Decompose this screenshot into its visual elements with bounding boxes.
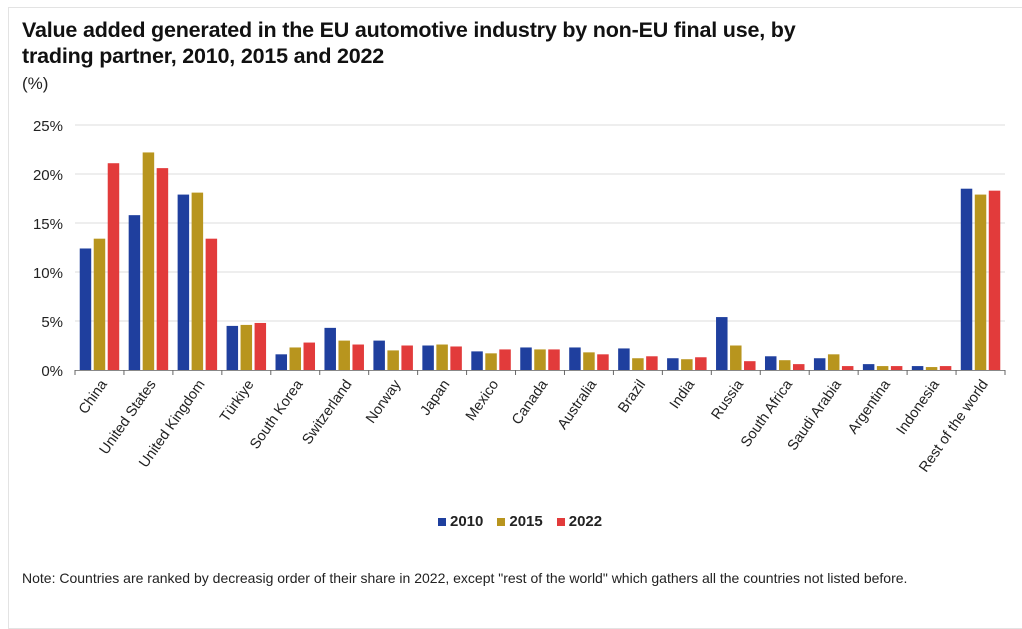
y-tick-label: 20% bbox=[33, 167, 63, 184]
x-tick-label: Mexico bbox=[463, 377, 502, 424]
bar-2022 bbox=[107, 163, 120, 370]
bar-2010 bbox=[960, 188, 973, 370]
bar-2010 bbox=[569, 347, 581, 370]
x-tick-label: Switzerland bbox=[299, 377, 355, 448]
bar-2010 bbox=[79, 248, 92, 370]
legend-swatch-2022 bbox=[556, 517, 565, 526]
bar-2015 bbox=[778, 360, 791, 370]
bar-2015 bbox=[925, 367, 938, 370]
bar-2015 bbox=[289, 347, 302, 370]
legend-swatch-2010 bbox=[438, 517, 446, 526]
bar-2010 bbox=[422, 345, 434, 370]
bar-2015 bbox=[876, 366, 889, 370]
legend-item-2010: 2010 bbox=[438, 513, 483, 530]
x-tick-label: Brazil bbox=[615, 377, 649, 416]
bar-2015 bbox=[632, 358, 644, 370]
x-tick-label: India bbox=[667, 376, 699, 412]
bar-2010 bbox=[862, 364, 875, 370]
bar-2010 bbox=[128, 215, 141, 370]
bar-2015 bbox=[974, 194, 987, 370]
x-tick-label: Türkiye bbox=[217, 377, 257, 425]
bar-2015 bbox=[485, 353, 497, 370]
bar-2022 bbox=[744, 361, 756, 370]
bar-2022 bbox=[401, 345, 413, 370]
bar-2022 bbox=[939, 366, 952, 370]
bar-2022 bbox=[254, 322, 267, 370]
bar-2022 bbox=[352, 344, 364, 370]
bar-2015 bbox=[583, 352, 595, 370]
footnote: Note: Countries are ranked by decreasig … bbox=[22, 570, 908, 586]
bar-2022 bbox=[792, 364, 805, 370]
bar-2010 bbox=[716, 317, 728, 370]
bar-2022 bbox=[695, 357, 707, 370]
legend-label-2015: 2015 bbox=[509, 513, 543, 530]
y-tick-label: 15% bbox=[33, 216, 63, 233]
bar-2015 bbox=[436, 344, 448, 370]
bar-2010 bbox=[911, 366, 924, 370]
bar-2010 bbox=[373, 340, 385, 370]
unit-label: (%) bbox=[22, 74, 49, 93]
bar-2022 bbox=[646, 356, 658, 370]
x-tick-label: Indonesia bbox=[894, 376, 944, 437]
x-tick-label: Argentina bbox=[845, 376, 894, 437]
bar-2015 bbox=[534, 349, 546, 370]
legend-label-2022: 2022 bbox=[568, 513, 603, 530]
bar-2015 bbox=[387, 350, 399, 370]
bar-2022 bbox=[597, 354, 609, 370]
x-tick-label: Japan bbox=[418, 377, 454, 419]
bar-2022 bbox=[156, 168, 169, 370]
y-tick-label: 5% bbox=[41, 314, 63, 331]
y-tick-label: 0% bbox=[41, 363, 63, 380]
bar-2022 bbox=[988, 190, 1001, 370]
bar-2015 bbox=[730, 345, 742, 370]
bar-2015 bbox=[93, 238, 106, 370]
bar-2022 bbox=[303, 342, 316, 370]
x-tick-label: Norway bbox=[363, 377, 405, 427]
bar-2010 bbox=[618, 348, 630, 370]
bar-2015 bbox=[240, 324, 253, 370]
y-tick-label: 10% bbox=[33, 265, 63, 282]
x-tick-label: Canada bbox=[509, 376, 552, 428]
x-tick-label: Russia bbox=[709, 376, 748, 422]
x-tick-label: China bbox=[76, 376, 111, 417]
legend-item-2015: 2015 bbox=[497, 513, 543, 530]
chart-title: Value added generated in the EU automoti… bbox=[22, 18, 796, 68]
bar-2022 bbox=[890, 366, 903, 370]
bar-2010 bbox=[764, 356, 777, 370]
bar-2015 bbox=[142, 152, 155, 370]
legend-item-2022: 2022 bbox=[556, 513, 603, 530]
bar-2022 bbox=[205, 238, 218, 370]
bar-2010 bbox=[324, 327, 336, 370]
x-tick-label: Australia bbox=[555, 376, 601, 432]
bar-2010 bbox=[667, 358, 679, 370]
bar-2015 bbox=[338, 340, 350, 370]
y-tick-label: 25% bbox=[33, 118, 63, 135]
legend: 2010 2015 2022 bbox=[438, 513, 602, 530]
bar-2010 bbox=[177, 194, 190, 370]
legend-swatch-2015 bbox=[497, 517, 506, 526]
bar-2010 bbox=[471, 351, 483, 370]
bar-2010 bbox=[813, 358, 826, 370]
bar-2010 bbox=[275, 354, 288, 370]
bar-2022 bbox=[450, 346, 462, 370]
bar-2015 bbox=[681, 359, 693, 370]
bar-2022 bbox=[841, 366, 854, 370]
bar-2010 bbox=[520, 347, 532, 370]
bar-2015 bbox=[191, 192, 204, 370]
bar-2010 bbox=[226, 325, 239, 370]
legend-label-2010: 2010 bbox=[450, 513, 484, 530]
bar-2015 bbox=[827, 354, 840, 370]
bar-2022 bbox=[499, 349, 511, 370]
bar-2022 bbox=[548, 349, 560, 370]
